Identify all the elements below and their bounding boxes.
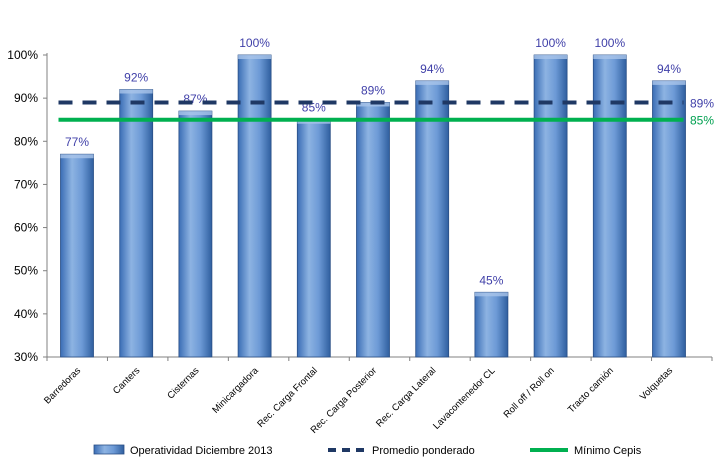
x-category-label: Roll off / Roll on — [502, 365, 557, 420]
bar-value-label: 100% — [594, 36, 625, 50]
bar — [533, 54, 568, 358]
bar-top-highlight — [60, 154, 94, 159]
legend-bar-swatch — [93, 444, 125, 455]
bar — [652, 80, 686, 358]
x-category-label: Lavacontenedor CL — [431, 365, 497, 431]
bar-top-highlight — [415, 80, 449, 85]
bar-value-label: 94% — [420, 62, 444, 76]
bar-value-label: 100% — [239, 36, 270, 50]
bar-top-highlight — [474, 292, 508, 297]
bar-value-label: 89% — [361, 83, 385, 97]
bar-value-label: 45% — [479, 273, 503, 287]
y-tick-label: 30% — [14, 350, 38, 364]
bar — [60, 153, 94, 358]
bar — [119, 89, 154, 358]
bar — [296, 119, 331, 358]
x-category-label: Volquetas — [638, 365, 675, 402]
bar — [237, 54, 272, 358]
bar — [474, 291, 509, 358]
x-category-label: Cisternas — [165, 365, 201, 401]
x-category-label: Minicargadora — [210, 365, 261, 416]
bar — [356, 102, 390, 358]
bar — [178, 110, 213, 358]
bar-value-label: 77% — [65, 135, 89, 149]
legend: Operatividad Diciembre 2013 Promedio pond… — [93, 444, 642, 457]
y-tick-label: 80% — [14, 134, 38, 148]
bar-value-label: 100% — [535, 36, 566, 50]
bar-top-highlight — [178, 111, 212, 116]
y-tick-label: 70% — [14, 177, 38, 191]
bar-top-highlight — [119, 89, 153, 94]
x-category-label: Rec. Carga Posterior — [309, 365, 380, 436]
x-category-label: Rec. Carga Frontal — [255, 365, 320, 430]
x-category-label: Rec. Carga Lateral — [374, 365, 438, 429]
plot-area: 30% 40% 50% 60% 70% 80% 90% 100% 77% Barredoras 92… — [7, 36, 714, 436]
y-tick-label: 40% — [14, 307, 38, 321]
bar-top-highlight — [238, 55, 272, 59]
reference-line-label: 89% — [690, 96, 714, 110]
legend-label: Operatividad Diciembre 2013 — [130, 445, 272, 457]
y-tick-label: 100% — [7, 48, 38, 62]
bar — [592, 54, 627, 358]
bar-top-highlight — [593, 55, 627, 59]
x-category-label: Tracto camión — [566, 365, 616, 415]
bar-value-label: 92% — [124, 71, 148, 85]
y-tick-label: 90% — [14, 91, 38, 105]
legend-label: Promedio ponderado — [372, 445, 475, 457]
y-tick-label: 50% — [14, 264, 38, 278]
bar-top-highlight — [534, 55, 568, 59]
x-category-label: Barredoras — [42, 365, 83, 406]
bar-top-highlight — [652, 80, 686, 85]
reference-line-label: 85% — [690, 114, 714, 128]
bar-value-label: 94% — [657, 62, 681, 76]
legend-label: Mínimo Cepis — [574, 445, 642, 457]
bar — [415, 80, 450, 358]
x-category-label: Canters — [111, 365, 142, 396]
y-tick-label: 60% — [14, 221, 38, 235]
